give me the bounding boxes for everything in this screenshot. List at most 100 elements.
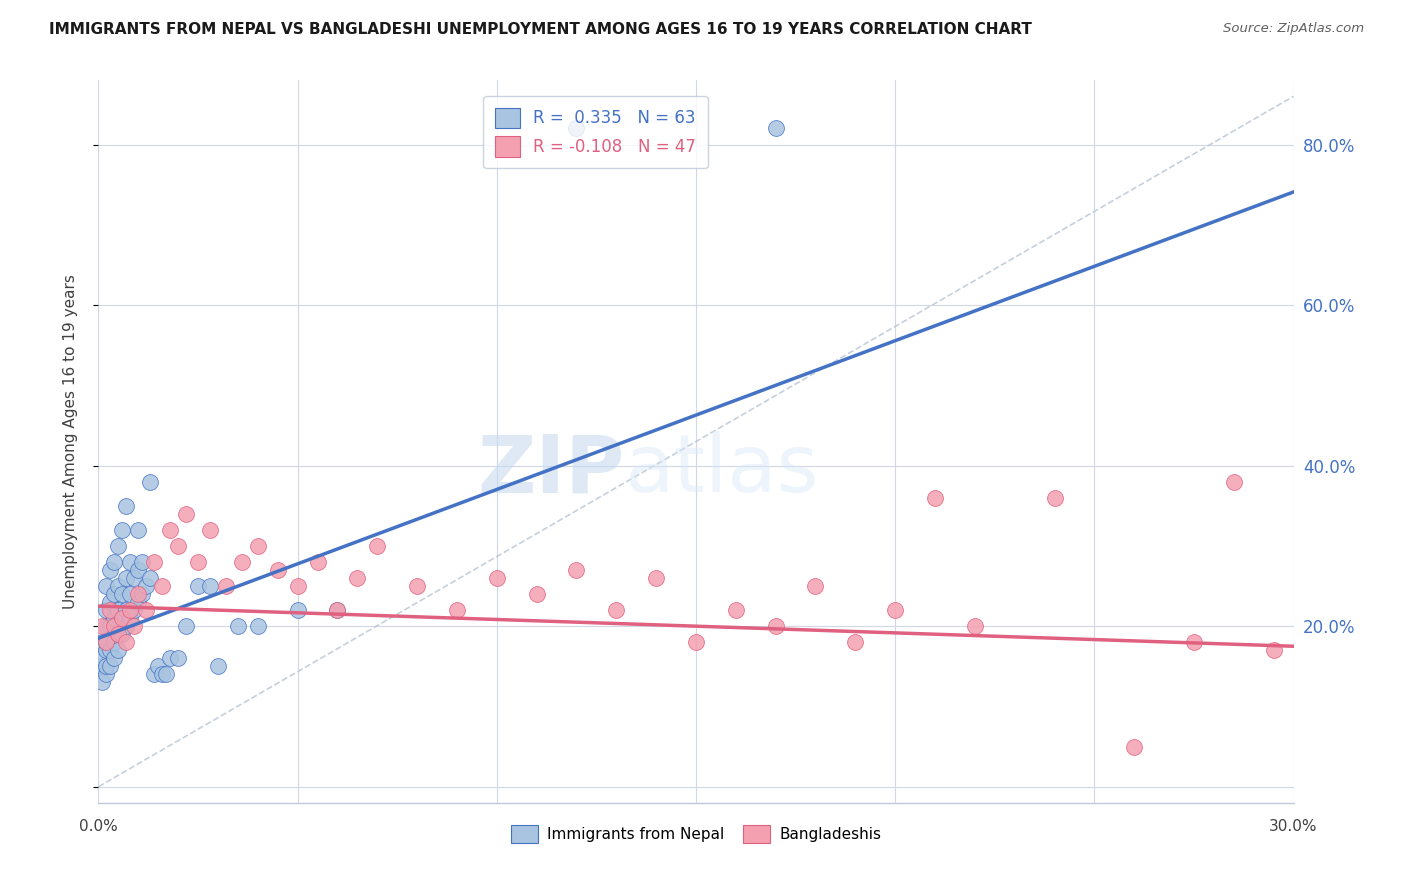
Point	[246, 539, 269, 553]
Point	[124, 571, 146, 585]
Point	[131, 587, 153, 601]
Point	[307, 555, 329, 569]
Point	[167, 651, 190, 665]
Point	[884, 603, 907, 617]
Point	[167, 539, 190, 553]
Point	[107, 579, 129, 593]
Point	[446, 603, 468, 617]
Point	[107, 627, 129, 641]
Point	[120, 603, 142, 617]
Point	[120, 611, 142, 625]
Point	[111, 627, 134, 641]
Point	[366, 539, 388, 553]
Point	[963, 619, 986, 633]
Point	[159, 523, 181, 537]
Point	[107, 603, 129, 617]
Text: 0.0%: 0.0%	[79, 819, 118, 834]
Point	[91, 659, 114, 673]
Point	[98, 619, 122, 633]
Text: atlas: atlas	[624, 432, 818, 509]
Point	[804, 579, 827, 593]
Text: ZIP: ZIP	[477, 432, 624, 509]
Point	[207, 659, 229, 673]
Point	[131, 555, 153, 569]
Point	[96, 667, 118, 681]
Point	[107, 627, 129, 641]
Point	[124, 619, 146, 633]
Point	[127, 523, 149, 537]
Point	[120, 587, 142, 601]
Point	[103, 587, 125, 601]
Legend: Immigrants from Nepal, Bangladeshis: Immigrants from Nepal, Bangladeshis	[505, 819, 887, 849]
Point	[1123, 739, 1146, 754]
Point	[107, 643, 129, 657]
Point	[135, 603, 157, 617]
Point	[107, 539, 129, 553]
Point	[765, 121, 787, 136]
Point	[98, 563, 122, 577]
Point	[406, 579, 429, 593]
Point	[1182, 635, 1205, 649]
Point	[150, 667, 173, 681]
Point	[174, 507, 197, 521]
Point	[139, 475, 162, 489]
Point	[844, 635, 866, 649]
Point	[267, 563, 290, 577]
Point	[526, 587, 548, 601]
Point	[111, 587, 134, 601]
Point	[127, 595, 149, 609]
Point	[187, 555, 209, 569]
Point	[187, 579, 209, 593]
Point	[96, 579, 118, 593]
Point	[198, 579, 221, 593]
Point	[96, 659, 118, 673]
Point	[127, 563, 149, 577]
Point	[287, 603, 309, 617]
Point	[111, 611, 134, 625]
Point	[127, 587, 149, 601]
Point	[111, 611, 134, 625]
Point	[226, 619, 249, 633]
Point	[115, 571, 138, 585]
Point	[924, 491, 946, 505]
Point	[124, 603, 146, 617]
Point	[246, 619, 269, 633]
Text: 30.0%: 30.0%	[1270, 819, 1317, 834]
Point	[91, 635, 114, 649]
Point	[645, 571, 668, 585]
Point	[103, 611, 125, 625]
Point	[96, 643, 118, 657]
Point	[231, 555, 253, 569]
Point	[111, 523, 134, 537]
Point	[1043, 491, 1066, 505]
Text: IMMIGRANTS FROM NEPAL VS BANGLADESHI UNEMPLOYMENT AMONG AGES 16 TO 19 YEARS CORR: IMMIGRANTS FROM NEPAL VS BANGLADESHI UNE…	[49, 22, 1032, 37]
Point	[96, 635, 118, 649]
Point	[485, 571, 508, 585]
Point	[155, 667, 177, 681]
Point	[565, 121, 588, 136]
Point	[115, 635, 138, 649]
Point	[139, 571, 162, 585]
Point	[96, 619, 118, 633]
Point	[346, 571, 368, 585]
Point	[115, 603, 138, 617]
Point	[198, 523, 221, 537]
Point	[143, 555, 166, 569]
Point	[150, 579, 173, 593]
Point	[115, 499, 138, 513]
Point	[1263, 643, 1285, 657]
Point	[98, 643, 122, 657]
Point	[765, 619, 787, 633]
Point	[326, 603, 349, 617]
Point	[91, 619, 114, 633]
Point	[685, 635, 707, 649]
Point	[115, 619, 138, 633]
Point	[96, 603, 118, 617]
Point	[287, 579, 309, 593]
Point	[103, 635, 125, 649]
Text: Source: ZipAtlas.com: Source: ZipAtlas.com	[1223, 22, 1364, 36]
Point	[98, 659, 122, 673]
Point	[174, 619, 197, 633]
Y-axis label: Unemployment Among Ages 16 to 19 years: Unemployment Among Ages 16 to 19 years	[63, 274, 77, 609]
Point	[91, 675, 114, 690]
